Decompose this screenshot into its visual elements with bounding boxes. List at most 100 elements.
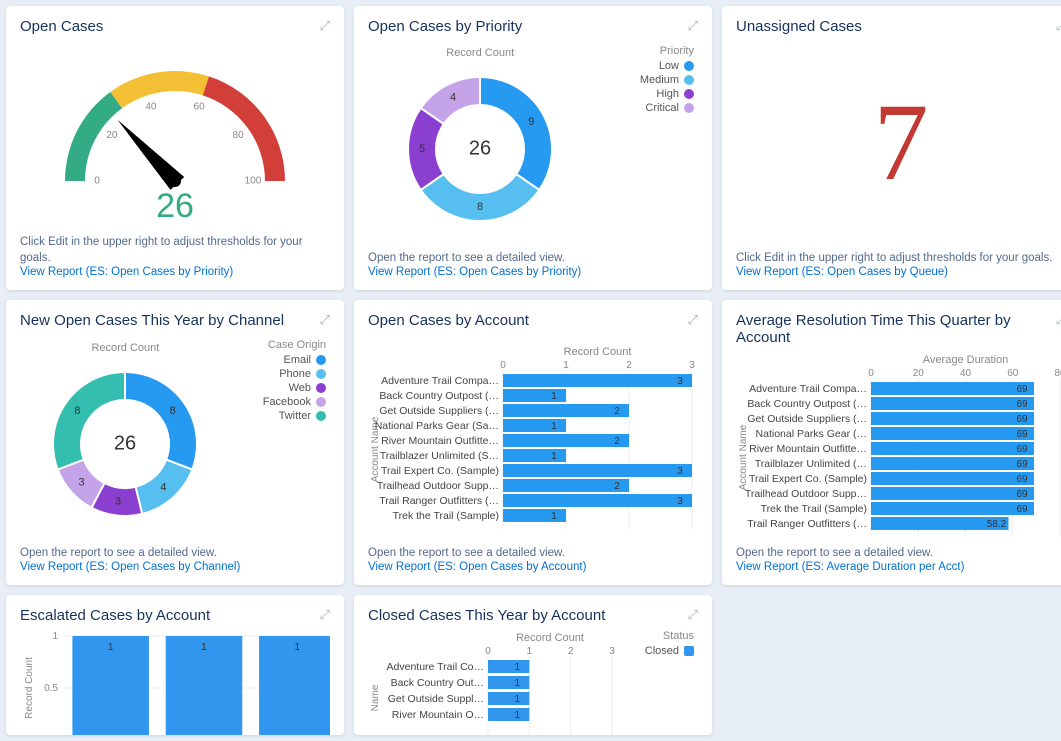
svg-text:Trailhead Outdoor Supp…: Trailhead Outdoor Supp… (377, 480, 499, 492)
expand-icon[interactable]: ⤢ (320, 312, 330, 328)
svg-text:1: 1 (515, 710, 521, 721)
svg-text:0: 0 (94, 176, 100, 187)
svg-text:20: 20 (106, 130, 118, 141)
svg-text:Back Country Outpost (…: Back Country Outpost (… (379, 390, 499, 402)
svg-text:Record Count: Record Count (24, 657, 35, 719)
card-hint: Open the report to see a detailed view. (736, 545, 1061, 561)
svg-text:Trek the Trail (Sample): Trek the Trail (Sample) (393, 510, 499, 522)
svg-text:5: 5 (419, 143, 425, 155)
svg-text:0.5: 0.5 (44, 683, 58, 694)
svg-text:69: 69 (1016, 429, 1028, 440)
svg-text:Account Name: Account Name (738, 424, 749, 490)
svg-text:9: 9 (528, 116, 534, 128)
report-link[interactable]: View Report (ES: Average Duration per Ac… (736, 561, 1061, 573)
expand-icon[interactable]: ⤢ (1056, 18, 1061, 34)
svg-text:69: 69 (1016, 384, 1028, 395)
svg-text:1: 1 (515, 694, 521, 705)
svg-text:69: 69 (1016, 504, 1028, 515)
legend-item: Critical (640, 102, 694, 114)
expand-icon[interactable]: ⤢ (320, 607, 330, 623)
expand-icon[interactable]: ⤢ (688, 607, 698, 623)
svg-text:Adventure Trail Co…: Adventure Trail Co… (387, 661, 484, 673)
legend-closed: Status Closed (645, 630, 694, 659)
gauge-chart: 020406080100 (20, 41, 330, 191)
svg-text:69: 69 (1016, 474, 1028, 485)
svg-text:8: 8 (170, 405, 176, 417)
report-link[interactable]: View Report (ES: Open Cases by Priority) (20, 266, 330, 278)
card-open-cases-channel: New Open Cases This Year by Channel ⤢ Re… (6, 300, 344, 585)
gauge-value: 26 (156, 187, 194, 226)
dashboard-grid: Open Cases ⤢ 020406080100 26 Click Edit … (6, 6, 1055, 735)
svg-text:1: 1 (295, 642, 301, 653)
expand-icon[interactable]: ⤢ (688, 18, 698, 34)
chart-subtitle: Record Count (368, 47, 592, 59)
expand-icon[interactable]: ⤢ (688, 312, 698, 328)
svg-text:60: 60 (194, 101, 206, 112)
svg-text:0: 0 (868, 368, 874, 379)
svg-text:1: 1 (551, 421, 557, 432)
svg-text:1: 1 (551, 451, 557, 462)
card-hint: Open the report to see a detailed view. (368, 545, 698, 561)
card-title: Open Cases (20, 18, 103, 35)
svg-text:69: 69 (1016, 459, 1028, 470)
svg-text:Adventure Trail Compa…: Adventure Trail Compa… (381, 375, 499, 387)
svg-text:1: 1 (515, 662, 521, 673)
expand-icon[interactable]: ⤢ (320, 18, 330, 34)
report-link[interactable]: View Report (ES: Open Cases by Priority) (368, 266, 698, 278)
card-unassigned-cases: Unassigned Cases ⤢ 7 Click Edit in the u… (722, 6, 1061, 290)
svg-text:26: 26 (469, 137, 491, 159)
svg-text:2: 2 (614, 436, 620, 447)
legend-item: High (640, 88, 694, 100)
legend-channel: Case Origin EmailPhoneWebFacebookTwitter (263, 339, 326, 424)
svg-text:3: 3 (677, 466, 683, 477)
svg-text:Get Outside Suppliers (…: Get Outside Suppliers (… (379, 405, 499, 417)
svg-text:2: 2 (614, 406, 620, 417)
svg-text:National Parks Gear (Sa…: National Parks Gear (Sa… (375, 420, 499, 432)
svg-text:8: 8 (477, 201, 483, 213)
card-hint: Open the report to see a detailed view. (20, 545, 330, 561)
svg-text:Trailblazer Unlimited (S…: Trailblazer Unlimited (S… (380, 450, 499, 462)
svg-text:1: 1 (551, 391, 557, 402)
svg-text:1: 1 (515, 678, 521, 689)
svg-text:1: 1 (108, 642, 114, 653)
card-open-cases-account: Open Cases by Account ⤢ Record Count0123… (354, 300, 712, 585)
svg-text:58.2: 58.2 (987, 519, 1007, 530)
legend-item: Phone (263, 368, 326, 380)
card-hint: Open the report to see a detailed view. (368, 250, 698, 266)
card-title: Unassigned Cases (736, 18, 862, 35)
svg-text:Adventure Trail Compa…: Adventure Trail Compa… (749, 383, 867, 395)
report-link[interactable]: View Report (ES: Open Cases by Queue) (736, 266, 1061, 278)
svg-text:Record Count: Record Count (516, 632, 584, 644)
svg-text:3: 3 (115, 495, 121, 507)
svg-text:1: 1 (201, 642, 207, 653)
svg-text:Name: Name (370, 685, 381, 712)
report-link[interactable]: View Report (ES: Open Cases by Account) (368, 561, 698, 573)
metric-value: 7 (874, 87, 929, 197)
donut-chart-channel: 8433826 (30, 356, 220, 526)
card-title: Closed Cases This Year by Account (368, 607, 605, 624)
svg-text:3: 3 (79, 476, 85, 488)
donut-chart-priority: 9 8 5 4 26 (385, 61, 575, 231)
svg-text:4: 4 (161, 481, 167, 493)
report-link[interactable]: View Report (ES: Open Cases by Channel) (20, 561, 330, 573)
card-escalated-account: Escalated Cases by Account ⤢ 00.51Record… (6, 595, 344, 735)
svg-text:40: 40 (145, 101, 157, 112)
svg-text:Trail Ranger Outfitters (…: Trail Ranger Outfitters (… (747, 518, 867, 530)
card-title: Average Resolution Time This Quarter by … (736, 312, 1056, 346)
legend-item: Low (640, 60, 694, 72)
expand-icon[interactable]: ⤢ (1056, 312, 1061, 328)
svg-text:69: 69 (1016, 444, 1028, 455)
svg-text:Trek the Trail (Sample): Trek the Trail (Sample) (761, 503, 867, 515)
legend-item: Email (263, 354, 326, 366)
svg-text:26: 26 (114, 432, 136, 454)
svg-text:20: 20 (913, 368, 925, 379)
hbar-chart-open-account: Record Count0123Account NameAdventure Tr… (368, 344, 698, 529)
svg-text:Back Country Outpost (…: Back Country Outpost (… (747, 398, 867, 410)
card-open-cases-priority: Open Cases by Priority ⤢ Record Count 98… (354, 6, 712, 290)
svg-text:69: 69 (1016, 414, 1028, 425)
svg-text:80: 80 (233, 130, 245, 141)
svg-text:69: 69 (1016, 489, 1028, 500)
legend-item: Medium (640, 74, 694, 86)
hbar-chart-resolution: Average Duration020406080Account NameAdv… (736, 352, 1061, 537)
svg-text:4: 4 (450, 92, 456, 104)
